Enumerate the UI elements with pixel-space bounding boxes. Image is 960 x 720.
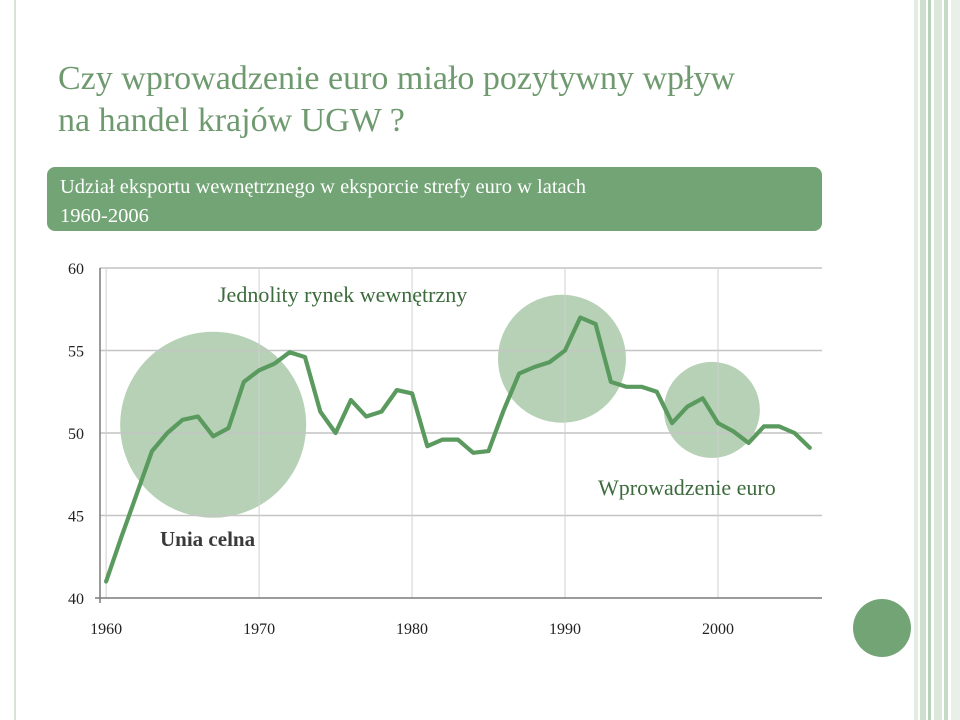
period-bubble-2 — [497, 294, 626, 423]
y-tick-label-40: 40 — [68, 591, 84, 608]
series-line — [104, 315, 812, 584]
x-tick-label-1990: 1990 — [549, 621, 581, 638]
x-tick-label-1960: 1960 — [90, 621, 122, 638]
annotation-label-1: Unia celna — [160, 527, 256, 551]
annotation-label-2: Jednolity rynek wewnętrzny — [218, 282, 467, 307]
decorative-circle — [853, 599, 911, 657]
slide-title-line-1: Czy wprowadzenie euro miało pozytywny wp… — [58, 60, 735, 97]
y-tick-label-50: 50 — [68, 426, 84, 443]
left-decor-rule — [14, 0, 16, 720]
period-bubble-1 — [120, 331, 307, 518]
x-tick-label-1970: 1970 — [243, 621, 275, 638]
slide-title-line-2: na handel krajów UGW ? — [58, 102, 405, 139]
x-tick-label-2000: 2000 — [702, 621, 734, 638]
chart-caption-banner: Udział eksportu wewnętrznego w eksporcie… — [47, 167, 822, 231]
slide-title: Czy wprowadzenie euro miało pozytywny wp… — [58, 58, 878, 142]
y-tick-label-45: 45 — [68, 509, 84, 526]
y-tick-label-60: 60 — [68, 261, 84, 278]
x-tick-label-1980: 1980 — [396, 621, 428, 638]
y-tick-label-55: 55 — [68, 344, 84, 361]
annotation-label-3: Wprowadzenie euro — [598, 475, 776, 500]
banner-line-1: Udział eksportu wewnętrznego w eksporcie… — [60, 176, 586, 198]
banner-line-2: 1960-2006 — [60, 205, 149, 227]
right-decor-stripes — [914, 0, 960, 720]
